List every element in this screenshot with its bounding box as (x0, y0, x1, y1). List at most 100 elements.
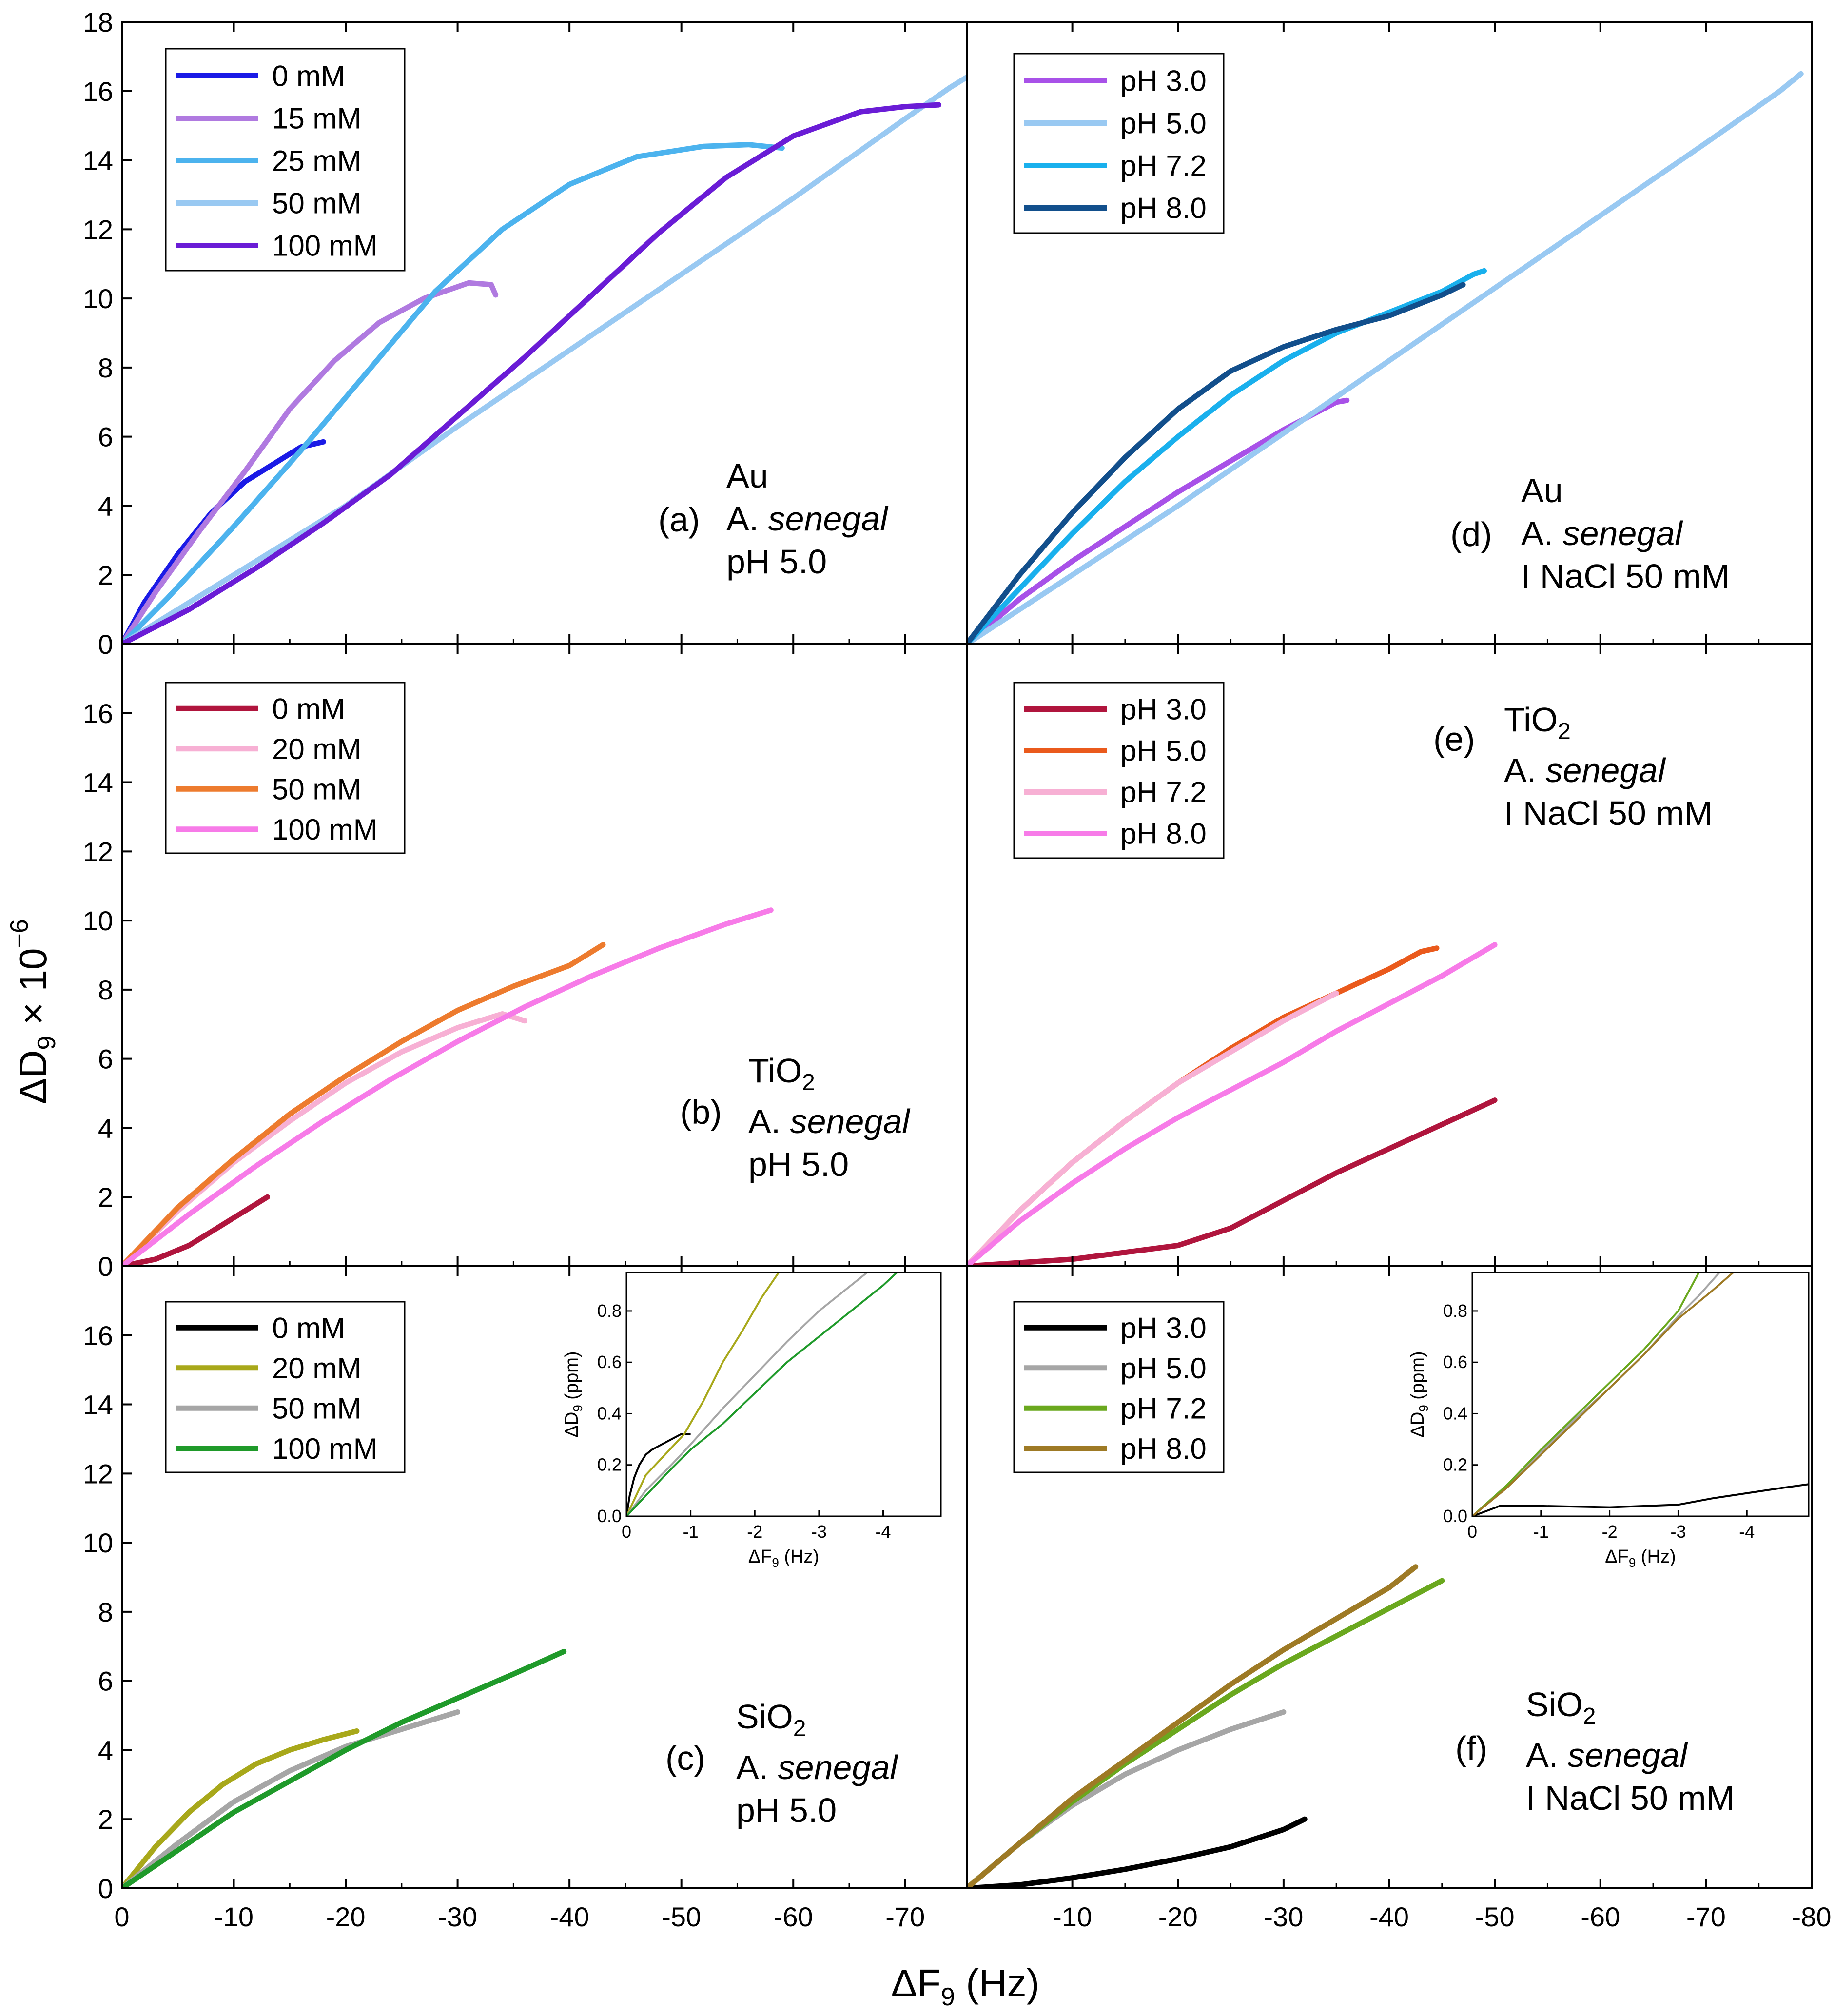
y-tick-label: 0 (98, 629, 113, 660)
panel-d: pH 3.0 pH 5.0 pH 7.2 pH 8.0 Au A. senegal I Na… (966, 21, 1813, 645)
inset-x-tick-label: 0 (622, 1522, 631, 1542)
inset-frame (1471, 1272, 1810, 1517)
series-line-d-ph-8-0 (967, 282, 1466, 644)
y-tick-label: 4 (98, 1113, 113, 1143)
panel-annotation-a: Au A. senegal pH 5.0 (726, 457, 889, 581)
inset-series-line (626, 1433, 691, 1516)
inset-x-tick-label: -2 (1602, 1522, 1618, 1542)
legend-label: 100 mM (272, 230, 378, 262)
legend-label: 50 mM (272, 773, 361, 805)
legend-d: pH 3.0 pH 5.0 pH 7.2 pH 8.0 (1013, 53, 1225, 234)
legend-label: pH 5.0 (1120, 107, 1207, 140)
y-tick-label: 14 (83, 767, 113, 798)
series-line-c-100-mm (122, 1648, 567, 1888)
inset-series-line (626, 1272, 869, 1516)
inset-x-tick-label: 0 (1467, 1522, 1477, 1542)
legend-label: pH 7.2 (1120, 776, 1207, 809)
x-tick-label: -60 (774, 1901, 813, 1932)
inset-series-line (626, 1272, 898, 1516)
legend-label: pH 5.0 (1120, 735, 1207, 767)
legend-label: pH 8.0 (1120, 192, 1207, 225)
inset-f: 0 -1 -2 -3 -4 0.0 0.2 0.4 0.6 0.8 ΔF9 (Hz) ΔD9 (ppm… (1407, 1272, 1810, 1570)
y-tick-label: 6 (98, 1044, 113, 1075)
inset-y-tick-label: 0.2 (597, 1455, 622, 1475)
legend-label: 50 mM (272, 187, 361, 220)
legend-a: 0 mM 15 mM 25 mM 50 mM 100 mM (165, 48, 406, 272)
panel-label-e: (e) (1433, 720, 1475, 758)
inset-y-tick-label: 0.0 (1443, 1506, 1467, 1526)
series-line-b-20-mm (122, 1011, 527, 1266)
inset-x-tick-label: -1 (1533, 1522, 1549, 1542)
y-tick-label: 12 (83, 214, 113, 245)
inset-series-line (626, 1272, 780, 1516)
series-line-b-100-mm (122, 907, 774, 1266)
y-tick-label: 16 (83, 698, 113, 729)
y-tick-label: 10 (83, 905, 113, 936)
y-tick-label: 4 (98, 1735, 113, 1765)
x-tick-label: -10 (214, 1901, 254, 1932)
legend-b: 0 mM 20 mM 50 mM 100 mM (165, 682, 406, 854)
inset-y-tick-label: 0.6 (597, 1352, 622, 1372)
inset-y-tick-label: 0.8 (1443, 1301, 1467, 1321)
y-tick-label: 2 (98, 1182, 113, 1213)
series-line-e-ph-3-0 (967, 1097, 1498, 1266)
inset-x-label: ΔF9 (Hz) (1605, 1546, 1676, 1570)
y-tick-label: 8 (98, 352, 113, 383)
panel-annotation-e: TiO2 A. senegal I NaCl 50 mM (1504, 701, 1713, 832)
series-line-d-ph-7-2 (967, 268, 1487, 644)
legend-label: 0 mM (272, 60, 345, 93)
x-tick-label: -70 (885, 1901, 925, 1932)
inset-frame (625, 1272, 942, 1517)
series-line-b-50-mm (122, 942, 606, 1266)
series-line-e-ph-8-0 (967, 942, 1498, 1266)
x-tick-label: -80 (1792, 1901, 1832, 1932)
panel-b: 0 2 4 6 8 10 12 14 16 0 mM 20 mM 50 mM 100 mM TiO2 A. … (83, 643, 968, 1282)
x-tick-label: -30 (1264, 1901, 1303, 1932)
x-tick-label: -10 (1053, 1901, 1092, 1932)
x-tick-label: -70 (1686, 1901, 1726, 1932)
inset-y-tick-label: 0.2 (1443, 1455, 1467, 1475)
y-tick-label: 14 (83, 1390, 113, 1420)
inset-x-tick-label: -2 (747, 1522, 762, 1542)
legend-label: pH 7.2 (1120, 150, 1207, 182)
series-line-f-ph-5-0 (967, 1709, 1287, 1888)
panel-label-b: (b) (680, 1093, 722, 1131)
x-tick-label: -50 (662, 1901, 701, 1932)
y-tick-label: 8 (98, 1597, 113, 1627)
y-tick-label: 0 (98, 1873, 113, 1904)
series-line-a-100-mm (122, 102, 942, 644)
inset-series-line (1472, 1272, 1700, 1516)
legend-label: pH 7.2 (1120, 1392, 1207, 1425)
legend-label: pH 5.0 (1120, 1352, 1207, 1385)
panel-label-a: (a) (658, 501, 700, 539)
inset-x-tick-label: -3 (811, 1522, 827, 1542)
series-line-d-ph-5-0 (967, 71, 1804, 644)
x-tick-label: -60 (1581, 1901, 1620, 1932)
series-line-a-15-mm (122, 280, 499, 644)
inset-x-tick-label: -4 (1739, 1522, 1755, 1542)
legend-label: pH 8.0 (1120, 818, 1207, 850)
y-tick-label: 2 (98, 560, 113, 590)
legend-label: 100 mM (272, 1432, 378, 1465)
y-tick-label: 16 (83, 76, 113, 107)
x-tick-label: -30 (438, 1901, 477, 1932)
inset-y-label: ΔD9 (ppm) (1407, 1351, 1431, 1437)
y-tick-label: 18 (83, 7, 113, 38)
inset-y-label: ΔD9 (ppm) (562, 1351, 585, 1437)
inset-x-tick-label: -4 (876, 1522, 891, 1542)
inset-x-tick-label: -3 (1670, 1522, 1686, 1542)
panel-label-c: (c) (665, 1739, 705, 1777)
x-tick-label: -40 (550, 1901, 589, 1932)
legend-label: 0 mM (272, 692, 345, 725)
y-tick-label: 4 (98, 490, 113, 521)
series-line-c-20-mm (122, 1728, 360, 1888)
panel-label-f: (f) (1455, 1729, 1487, 1767)
legend-label: 0 mM (272, 1311, 345, 1344)
panel-label-d: (d) (1450, 515, 1492, 553)
panel-annotation-b: TiO2 A. senegal pH 5.0 (748, 1052, 911, 1183)
inset-x-label: ΔF9 (Hz) (748, 1546, 819, 1570)
y-tick-label: 14 (83, 145, 113, 176)
legend-box (1013, 53, 1225, 234)
series-line-a-25-mm (122, 142, 785, 644)
